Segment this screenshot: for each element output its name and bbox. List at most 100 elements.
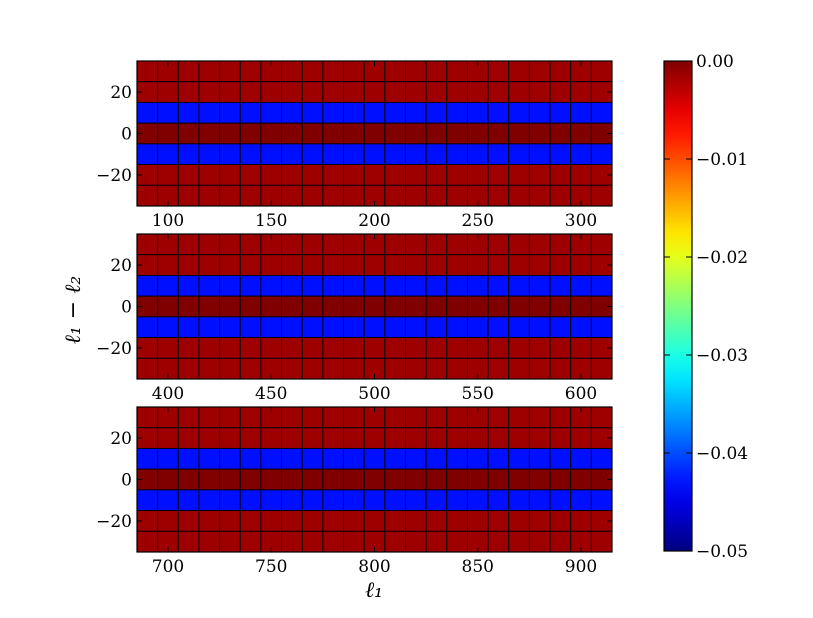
heatmap-cell [384,81,406,103]
heatmap-cell [322,81,344,103]
heatmap-cell [239,60,262,83]
heatmap-cell [177,357,200,380]
heatmap-cell [466,510,489,532]
heatmap-cell [446,530,468,553]
heatmap-cell [570,164,592,186]
heatmap-cell [177,489,200,512]
heatmap-cell [549,143,572,166]
heatmap-cell [487,468,510,491]
heatmap-cell [363,254,386,276]
heatmap-cell [487,447,510,470]
heatmap-cell [528,427,551,449]
heatmap-cell [281,337,303,359]
y-tick-label: −20 [96,512,132,532]
heatmap-cell [528,530,551,553]
heatmap-cell [570,510,592,532]
heatmap-cell [219,510,241,532]
heatmap-cell [570,295,592,318]
heatmap-cell [508,530,530,553]
heatmap-cell [446,468,468,491]
heatmap-cell [446,406,468,429]
heatmap-cell [322,164,344,186]
heatmap-cell [343,233,365,256]
heatmap-cell [405,233,427,256]
y-tick-label: 20 [110,256,132,276]
heatmap-cell [405,184,427,207]
heatmap-cell [177,316,200,339]
heatmap-cell [239,295,262,318]
heatmap-cell [549,357,572,380]
heatmap-cell [157,101,179,124]
heatmap-cell [487,510,510,532]
heatmap-cell [508,447,530,470]
heatmap-cell [446,316,468,339]
heatmap-cell [363,164,386,186]
colorbar-tick-label: 0.00 [696,52,734,72]
heatmap-cell [322,60,344,83]
heatmap-cell [528,357,551,380]
heatmap-cell [425,316,448,339]
heatmap-cell [239,530,262,553]
heatmap-cell [281,468,303,491]
heatmap-cell [384,101,406,124]
heatmap-cell [157,122,179,145]
heatmap-cell [384,164,406,186]
heatmap-cell [425,233,448,256]
heatmap-cell [136,489,159,512]
heatmap-cell [322,406,344,429]
heatmap-cell [425,530,448,553]
heatmap-cell [322,337,344,359]
heatmap-cell [446,337,468,359]
heatmap-cell [570,337,592,359]
heatmap-cell [549,81,572,103]
heatmap-cell [198,101,221,124]
heatmap-cell [384,357,406,380]
heatmap-cell [198,295,221,318]
heatmap-cell [508,295,530,318]
heatmap-cell [508,164,530,186]
heatmap-cell [343,357,365,380]
heatmap-cell [528,447,551,470]
heatmap-cell [301,468,324,491]
heatmap-cell [446,122,468,145]
heatmap-cell [384,254,406,276]
heatmap-cell [549,489,572,512]
heatmap-cell [219,530,241,553]
heatmap-cell [446,510,468,532]
heatmap-cell [549,530,572,553]
heatmap-cell [425,101,448,124]
heatmap-cell [570,427,592,449]
heatmap-cell [343,101,365,124]
colorbar-tick-label: −0.02 [696,248,748,268]
heatmap-cell [466,316,489,339]
heatmap-cell [219,81,241,103]
heatmap-cell [219,427,241,449]
heatmap-cell [466,468,489,491]
heatmap-cell [425,60,448,83]
heatmap-cell [446,447,468,470]
heatmap-cell [343,489,365,512]
heatmap-cell [508,233,530,256]
x-axis-label: ℓ₁ [365,578,383,603]
heatmap-cell [466,164,489,186]
heatmap-panel-3: 700 750 800 850 900 20 0 −20 [96,406,613,577]
heatmap-cell [239,101,262,124]
heatmap-cell [343,427,365,449]
heatmap-cell [281,184,303,207]
heatmap-cell [570,122,592,145]
heatmap-cell [322,357,344,380]
heatmap-cell [177,122,200,145]
heatmap-cell [363,468,386,491]
heatmap-cell [301,489,324,512]
heatmap-cell [570,447,592,470]
heatmap-cell [508,81,530,103]
heatmap-cell [384,337,406,359]
heatmap-cell [260,316,283,339]
heatmap-cell [322,274,344,297]
heatmap-cell [466,489,489,512]
heatmap-cell [466,143,489,166]
heatmap-cell [281,295,303,318]
heatmap-cell [405,510,427,532]
heatmap-cell [528,316,551,339]
